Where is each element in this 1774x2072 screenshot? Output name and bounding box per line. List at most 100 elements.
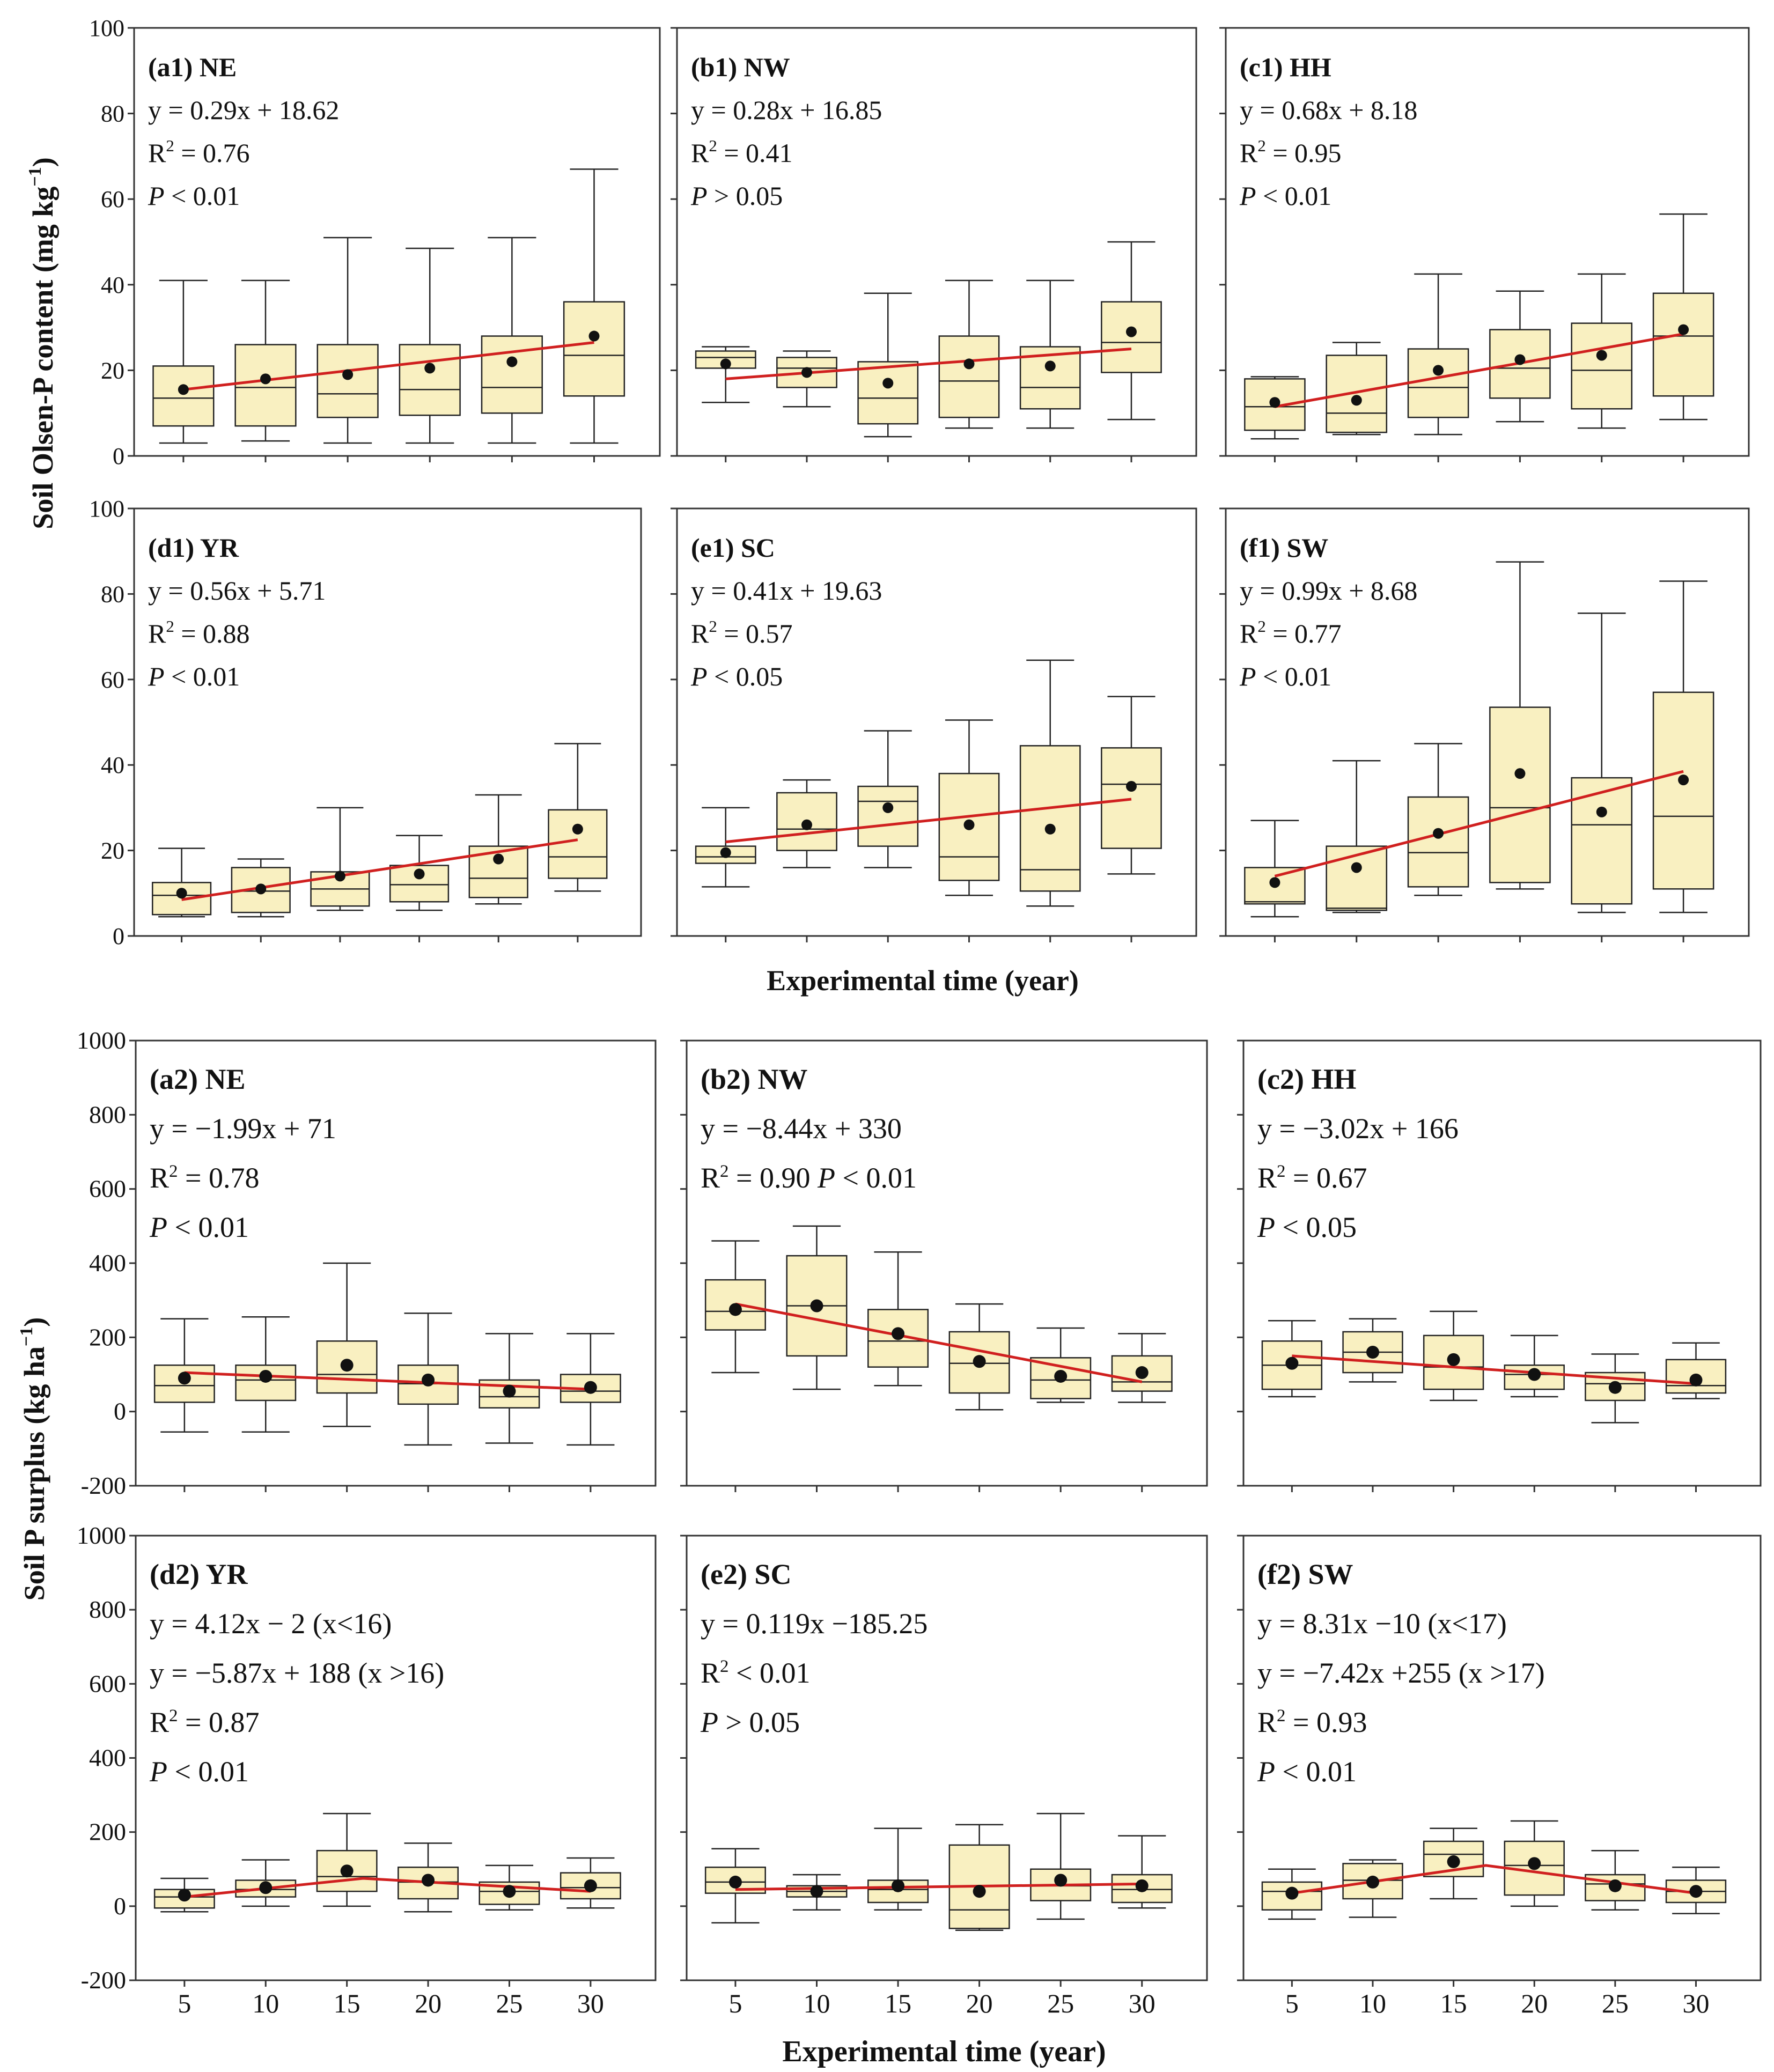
mean-dot: [882, 378, 894, 389]
box: [1652, 691, 1714, 890]
xtick-label: 5: [178, 1988, 191, 2018]
ytick-label: 800: [89, 1596, 126, 1623]
xtick-label: 5: [728, 1988, 742, 2018]
box: [563, 301, 625, 397]
mean-dot: [892, 1879, 905, 1892]
xtick-label: 30: [1129, 1988, 1155, 2018]
ytick-label: 1000: [77, 1027, 126, 1054]
annotation: R2 = 0.77: [1240, 617, 1342, 648]
annotation: P < 0.01: [148, 661, 240, 691]
panel-title: (a1) NE: [148, 52, 237, 82]
mean-dot: [892, 1327, 905, 1340]
mean-dot: [1528, 1857, 1541, 1870]
fit-line: [725, 798, 1132, 844]
ytick-label: -200: [81, 1472, 126, 1499]
mean-dot: [1608, 1879, 1622, 1892]
ytick-label: 80: [101, 581, 124, 607]
mean-dot: [1596, 350, 1607, 361]
mean-dot: [506, 356, 518, 367]
mean-dot: [1054, 1874, 1068, 1887]
fit-line: [1292, 1864, 1696, 1895]
box: [1101, 747, 1162, 849]
mean-dot: [1351, 862, 1362, 873]
annotation: R2 = 0.87: [150, 1706, 260, 1738]
mean-dot: [810, 1299, 823, 1312]
xtick-label: 15: [334, 1988, 360, 2018]
annotation: P < 0.05: [1257, 1211, 1357, 1243]
mean-dot: [1054, 1369, 1068, 1383]
fit-line: [1292, 1354, 1696, 1385]
fit-line: [735, 1882, 1142, 1891]
box: [1019, 745, 1081, 892]
box: [316, 344, 379, 418]
annotation: y = 0.68x + 8.18: [1240, 95, 1417, 125]
mean-dot: [178, 384, 189, 395]
box: [234, 344, 297, 427]
fit-line: [184, 1877, 591, 1899]
panel-title: (b2) NW: [701, 1063, 808, 1095]
plot-frame-e1: [676, 507, 1197, 937]
panel-title: (e2) SC: [701, 1558, 791, 1590]
plot-frame-c2: [1242, 1039, 1762, 1487]
xtick-label: 20: [966, 1988, 993, 2018]
annotation: y = 0.41x + 19.63: [691, 576, 882, 606]
mean-dot: [260, 373, 271, 385]
fit-line: [1274, 333, 1684, 408]
mean-dot: [728, 1303, 742, 1316]
ytick-label: 20: [101, 838, 124, 864]
annotation: P < 0.01: [148, 181, 240, 211]
annotation: R2 = 0.67: [1257, 1162, 1367, 1194]
panel-a2: -200 0 200 400 600 800 1000 (a2) NE y = −1.99x +…: [77, 1027, 657, 1499]
ytick-label: 400: [89, 1249, 126, 1277]
annotation: y = 0.56x + 5.71: [148, 576, 326, 606]
mean-dot: [340, 1359, 354, 1372]
mean-dot: [422, 1874, 435, 1887]
mean-dot: [176, 888, 187, 899]
ytick-label: 400: [89, 1744, 126, 1772]
mean-dot: [1285, 1356, 1299, 1370]
panel-title: (c1) HH: [1240, 52, 1331, 82]
panel-title: (c2) HH: [1257, 1063, 1356, 1095]
box: [1489, 706, 1551, 883]
plot-frame-a2: [135, 1039, 657, 1487]
xtick-label: 30: [1683, 1988, 1710, 2018]
annotation: R2 = 0.41: [691, 136, 793, 168]
mean-dot: [1689, 1885, 1703, 1898]
mean-dot: [259, 1369, 273, 1383]
mean-dot: [1678, 775, 1689, 786]
ytick-label: 40: [101, 752, 124, 778]
xtick-label: 25: [1047, 1988, 1074, 2018]
fit-line: [181, 838, 578, 901]
mean-dot: [720, 847, 731, 858]
xlabel-bottom: Experimental time (year): [782, 2035, 1106, 2068]
box: [1571, 322, 1633, 410]
fit-line: [725, 348, 1132, 380]
annotation: P < 0.01: [1239, 661, 1331, 691]
annotation: y = −1.99x + 71: [150, 1112, 336, 1145]
annotation: P > 0.05: [690, 181, 783, 211]
mean-dot: [973, 1355, 986, 1368]
mean-dot: [503, 1384, 516, 1398]
panel-f2: 5 10 15 20 25 30 (f2) SW y = 8.31x −10 (x<17) y …: [1237, 1535, 1762, 2018]
mean-dot: [424, 363, 436, 374]
plot-frame-b2: [686, 1039, 1208, 1487]
mean-dot: [342, 369, 354, 380]
plot-frame-f2: [1242, 1535, 1762, 1981]
mean-dot: [1135, 1366, 1149, 1380]
xtick-label: 5: [1285, 1988, 1299, 2018]
plot-frame-e2: [686, 1535, 1208, 1981]
box: [399, 344, 461, 416]
mean-dot: [1285, 1886, 1299, 1900]
panel-e2: 5 10 15 20 25 30 (e2) SC y = 0.119x −185.25 R2 <…: [680, 1535, 1208, 2018]
xtick-label: 25: [1602, 1988, 1629, 2018]
mean-dot: [1447, 1855, 1460, 1868]
mean-dot: [414, 868, 425, 880]
annotation: R2 = 0.57: [691, 617, 793, 648]
mean-dot: [1608, 1381, 1622, 1394]
mean-dot: [1433, 365, 1444, 376]
mean-dot: [178, 1889, 191, 1902]
annotation: P < 0.05: [690, 661, 783, 691]
panel-title: (d2) YR: [150, 1558, 248, 1590]
annotation: y = −8.44x + 330: [701, 1112, 902, 1145]
mean-dot: [422, 1373, 435, 1387]
